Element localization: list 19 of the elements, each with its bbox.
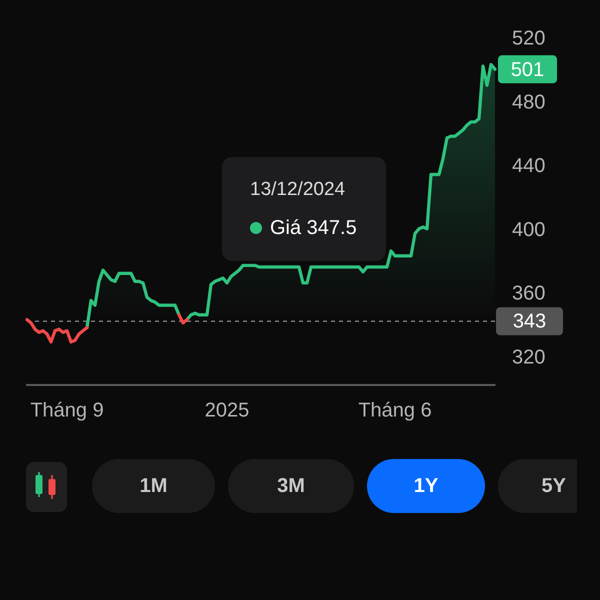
annotation: Giá 347.5 [270, 216, 357, 240]
annotation: 13/12/2024 [250, 179, 346, 201]
text: 3M [277, 474, 305, 498]
candlestick-button[interactable] [26, 462, 67, 512]
y-tick-label: 520 [512, 28, 546, 50]
text: 5Y [542, 474, 566, 498]
x-tick-label: Tháng 9 [30, 400, 104, 422]
x-tick-label: Tháng 6 [358, 400, 432, 422]
y-tick-label: 360 [512, 282, 546, 305]
ref-line-label: 343 [512, 310, 546, 333]
text: 1Y [414, 474, 438, 498]
x-tick-label: 2025 [204, 400, 250, 422]
y-tick-label: 440 [512, 155, 546, 178]
y-tick-label: 400 [512, 218, 546, 241]
range-button[interactable] [367, 459, 485, 513]
text: 501 [510, 58, 544, 81]
y-tick-label: 320 [512, 346, 546, 368]
text: 1M [140, 474, 168, 498]
y-tick-label: 480 [512, 91, 546, 114]
